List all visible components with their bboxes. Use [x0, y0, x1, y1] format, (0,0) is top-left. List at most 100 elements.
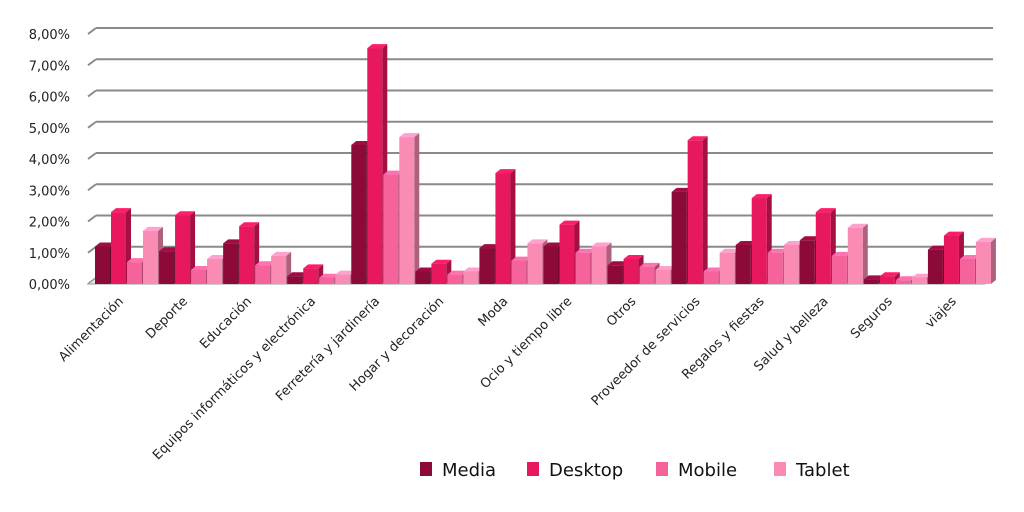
bar-top: [143, 226, 163, 231]
bar-desktop: [879, 276, 895, 284]
bar-top: [607, 261, 628, 266]
gridline-depth: [87, 89, 97, 98]
bar-top: [399, 133, 420, 138]
bar-mobile: [767, 252, 783, 284]
bar-top: [783, 240, 804, 245]
bar-top: [175, 211, 196, 216]
y-tick-label: 4,00%: [29, 153, 70, 168]
bar-top: [719, 248, 740, 253]
legend-swatch: [420, 462, 432, 476]
bar-mobile: [191, 269, 207, 284]
bar-media: [735, 244, 751, 284]
bar-top: [799, 236, 820, 241]
bar-desktop: [559, 224, 575, 284]
bar-side: [990, 237, 996, 284]
gridline-depth: [87, 58, 97, 67]
bar-mobile: [511, 260, 527, 284]
bar-mobile: [255, 265, 271, 284]
x-tick-label: Otros: [604, 294, 640, 330]
bar-tablet: [719, 252, 735, 284]
bar-desktop: [495, 173, 511, 284]
y-tick-label: 2,00%: [29, 216, 70, 231]
gridline-depth: [87, 183, 97, 192]
bar-side: [190, 211, 196, 284]
bar-media: [95, 246, 110, 284]
bar-top: [943, 231, 964, 236]
y-tick-label: 1,00%: [29, 247, 70, 262]
bar-media: [159, 251, 175, 284]
bar-mobile: [639, 266, 655, 284]
bar-media: [351, 144, 367, 284]
bar-top: [703, 267, 724, 272]
bar-desktop: [623, 259, 639, 284]
bar-mobile: [959, 259, 975, 284]
bar-top: [655, 265, 676, 270]
bar-top: [575, 248, 596, 253]
bar-tablet: [655, 269, 671, 284]
bar-top: [927, 245, 948, 250]
bar-desktop: [815, 212, 831, 284]
bar-top: [127, 258, 147, 263]
bar-top: [847, 223, 868, 228]
bar-media: [863, 279, 879, 284]
bar-top: [239, 222, 260, 227]
bar-desktop: [239, 226, 255, 284]
bar-media: [607, 265, 623, 284]
bar-top: [543, 242, 564, 247]
bar-side: [414, 133, 420, 284]
bar-top: [415, 267, 436, 272]
bar-tablet: [335, 274, 351, 284]
bar-desktop: [175, 215, 191, 284]
bar-top: [479, 244, 500, 249]
bar-top: [511, 256, 532, 261]
bar-tablet: [911, 277, 927, 284]
legend-label: Tablet: [795, 460, 850, 481]
bar-top: [111, 208, 131, 213]
y-tick-label: 6,00%: [29, 91, 70, 106]
bar-tablet: [207, 259, 223, 284]
bar-top: [351, 140, 372, 145]
bar-media: [479, 248, 495, 284]
bar-top: [767, 248, 788, 253]
bar-top: [735, 240, 756, 245]
y-tick-label: 0,00%: [29, 278, 70, 293]
legend-swatch: [656, 462, 668, 476]
legend-label: Media: [442, 460, 496, 481]
legend-swatch: [774, 462, 786, 476]
legend-label: Mobile: [678, 460, 737, 481]
bar-top: [895, 276, 916, 281]
bar-side: [862, 223, 868, 284]
bar-tablet: [591, 246, 607, 284]
bar-media: [799, 240, 815, 284]
x-tick-label: Proveedor de servicios: [589, 294, 704, 409]
bar-mobile: [383, 174, 399, 284]
bar-top: [335, 270, 356, 275]
bar-top: [751, 194, 772, 199]
bar-desktop: [687, 140, 703, 284]
bar-mobile: [575, 252, 591, 284]
bar-top: [319, 273, 340, 278]
bar-mobile: [447, 274, 463, 284]
gridline-depth: [87, 214, 97, 223]
bar-media: [543, 246, 559, 284]
bar-side: [510, 169, 516, 284]
gridline-depth: [87, 245, 97, 254]
x-tick-label: Ferretería y jardinería: [273, 294, 383, 404]
x-tick-label: Educación: [197, 294, 255, 352]
bar-top: [255, 261, 276, 266]
y-tick-label: 8,00%: [29, 28, 70, 43]
bar-top: [623, 255, 644, 259]
y-tick-label: 7,00%: [29, 59, 70, 74]
bar-mobile: [319, 277, 335, 284]
bar-top: [815, 208, 836, 213]
legend-swatch: [527, 462, 539, 476]
bar-top: [975, 237, 996, 242]
bar-top: [191, 265, 212, 270]
bar-mobile: [831, 255, 847, 284]
bar-media: [927, 249, 943, 284]
gridline-depth: [87, 120, 97, 129]
bar-desktop: [431, 263, 447, 284]
y-tick-label: 3,00%: [29, 184, 70, 199]
